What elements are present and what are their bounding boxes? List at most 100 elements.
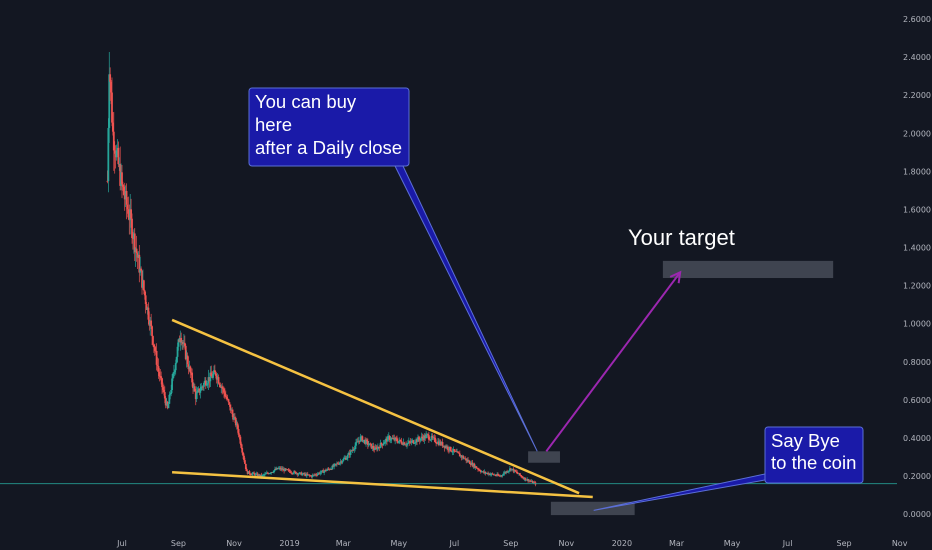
candle (285, 469, 288, 471)
candle (478, 467, 480, 471)
candle (121, 164, 123, 199)
candle (396, 435, 398, 444)
candle (423, 433, 426, 444)
x-tick-label: Jul (116, 539, 127, 548)
candle (381, 443, 384, 449)
candle (374, 444, 377, 451)
candle (429, 439, 432, 442)
candle (348, 449, 351, 458)
candle (417, 435, 420, 442)
candle (467, 456, 469, 463)
candle (245, 467, 248, 472)
candle (214, 371, 217, 379)
candle (126, 197, 129, 214)
candle (332, 463, 335, 468)
candle (376, 445, 378, 452)
candle (247, 471, 250, 474)
candle (161, 377, 163, 395)
candle (116, 139, 119, 155)
candle (501, 473, 504, 478)
candle (337, 461, 340, 465)
candle (211, 371, 214, 379)
candle (286, 468, 289, 471)
candle (154, 346, 157, 355)
candle (157, 358, 160, 379)
candle (213, 364, 216, 373)
candle (294, 470, 296, 473)
candle (199, 383, 202, 399)
candle (529, 479, 531, 483)
candle (465, 458, 468, 464)
candle (486, 472, 489, 474)
candle (424, 433, 427, 441)
callout-line: You can buy (255, 91, 357, 112)
candle (389, 436, 392, 444)
candle (175, 356, 178, 364)
candle (306, 471, 309, 476)
candle (485, 472, 488, 475)
candle (411, 438, 414, 444)
candle (270, 471, 273, 475)
x-tick-label: Sep (503, 539, 518, 548)
candle (397, 437, 399, 444)
candle (504, 471, 507, 475)
candle (266, 471, 269, 475)
candle (167, 401, 170, 409)
candle (477, 467, 479, 472)
candle (134, 247, 137, 267)
candle (432, 435, 435, 441)
candle (169, 392, 172, 400)
candle (338, 462, 341, 466)
candle (279, 466, 282, 471)
candle (481, 471, 484, 473)
candle (152, 344, 155, 353)
candle (274, 467, 277, 471)
candle (386, 436, 388, 446)
candle (528, 479, 530, 482)
candle (367, 441, 370, 448)
candle (336, 461, 339, 465)
candle (290, 470, 293, 475)
candle (364, 437, 367, 445)
candle (271, 471, 274, 473)
candle (470, 460, 473, 466)
candle (297, 472, 300, 477)
candle (315, 473, 318, 478)
candle (446, 444, 448, 451)
candle-series (106, 52, 537, 487)
candle (296, 472, 299, 477)
candle (229, 404, 232, 414)
candle (205, 380, 208, 387)
candle (341, 460, 344, 465)
candle (361, 435, 364, 443)
candle (174, 359, 177, 375)
candle (399, 439, 402, 443)
candle (459, 455, 462, 459)
callout-box[interactable] (764, 426, 864, 484)
candle (457, 450, 459, 454)
candle (309, 474, 312, 477)
candle (358, 440, 361, 444)
candle (529, 479, 532, 482)
candle (178, 335, 181, 343)
candle (312, 474, 315, 478)
candle (353, 448, 356, 454)
zone-box (662, 260, 834, 279)
candle (419, 438, 422, 443)
candle (427, 431, 430, 443)
candle (425, 430, 428, 439)
candle (191, 368, 194, 387)
candle (436, 441, 438, 444)
candle (357, 436, 360, 445)
candle (304, 472, 306, 477)
candle (305, 472, 307, 477)
candle (153, 343, 156, 356)
callout-box[interactable] (248, 87, 410, 167)
candle (113, 141, 116, 174)
candle (238, 433, 241, 440)
candle (249, 473, 252, 476)
candle (388, 435, 391, 443)
y-tick-label: 1.0000 (903, 320, 931, 329)
candle (180, 332, 183, 346)
